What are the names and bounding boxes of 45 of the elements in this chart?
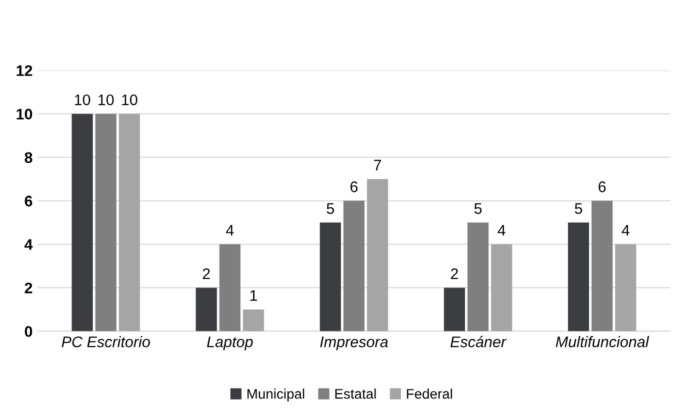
data-label: 4 bbox=[498, 225, 506, 236]
y-tick-label: 2 bbox=[24, 282, 32, 294]
bar bbox=[467, 222, 489, 332]
bar bbox=[491, 244, 512, 332]
data-label: 6 bbox=[598, 181, 606, 192]
bar bbox=[568, 222, 590, 332]
bar bbox=[242, 309, 264, 332]
data-label: 6 bbox=[350, 181, 358, 192]
bar bbox=[196, 288, 217, 332]
data-label: 4 bbox=[226, 225, 234, 236]
legend-label: Municipal bbox=[248, 388, 304, 402]
legend-label: Estatal bbox=[335, 388, 376, 399]
y-tick-label: 12 bbox=[16, 65, 32, 76]
bar bbox=[615, 244, 636, 332]
data-label: 7 bbox=[374, 160, 382, 170]
bar bbox=[343, 200, 365, 332]
data-label: 1 bbox=[250, 290, 257, 301]
bar bbox=[72, 114, 93, 332]
x-tick-label: Impresora bbox=[320, 336, 388, 350]
y-tick-label: 10 bbox=[16, 108, 32, 120]
bar bbox=[366, 179, 388, 332]
data-label: 5 bbox=[474, 203, 482, 214]
y-tick-label: 6 bbox=[24, 196, 32, 206]
bar bbox=[95, 114, 116, 332]
data-label: 5 bbox=[574, 203, 582, 214]
x-tick-label: Laptop bbox=[207, 336, 253, 350]
data-label: 4 bbox=[622, 225, 630, 236]
bar bbox=[219, 244, 240, 332]
data-label: 2 bbox=[450, 268, 458, 280]
data-label: 2 bbox=[202, 268, 210, 280]
legend-label: Federal bbox=[406, 388, 452, 399]
y-tick-label: 0 bbox=[24, 326, 32, 337]
data-label: 10 bbox=[98, 94, 114, 106]
x-tick-label: Escáner bbox=[450, 336, 507, 348]
y-tick-label: 4 bbox=[24, 239, 33, 250]
bar bbox=[444, 288, 466, 332]
x-tick-label: Multifuncional bbox=[556, 336, 650, 348]
data-label: 5 bbox=[326, 203, 334, 214]
bar bbox=[320, 222, 341, 332]
x-tick-label: PC Escritorio bbox=[62, 336, 150, 348]
bar bbox=[592, 200, 613, 332]
y-tick-label: 8 bbox=[24, 152, 32, 164]
data-label: 10 bbox=[74, 94, 90, 106]
data-label: 10 bbox=[122, 94, 138, 106]
bar bbox=[118, 114, 140, 332]
